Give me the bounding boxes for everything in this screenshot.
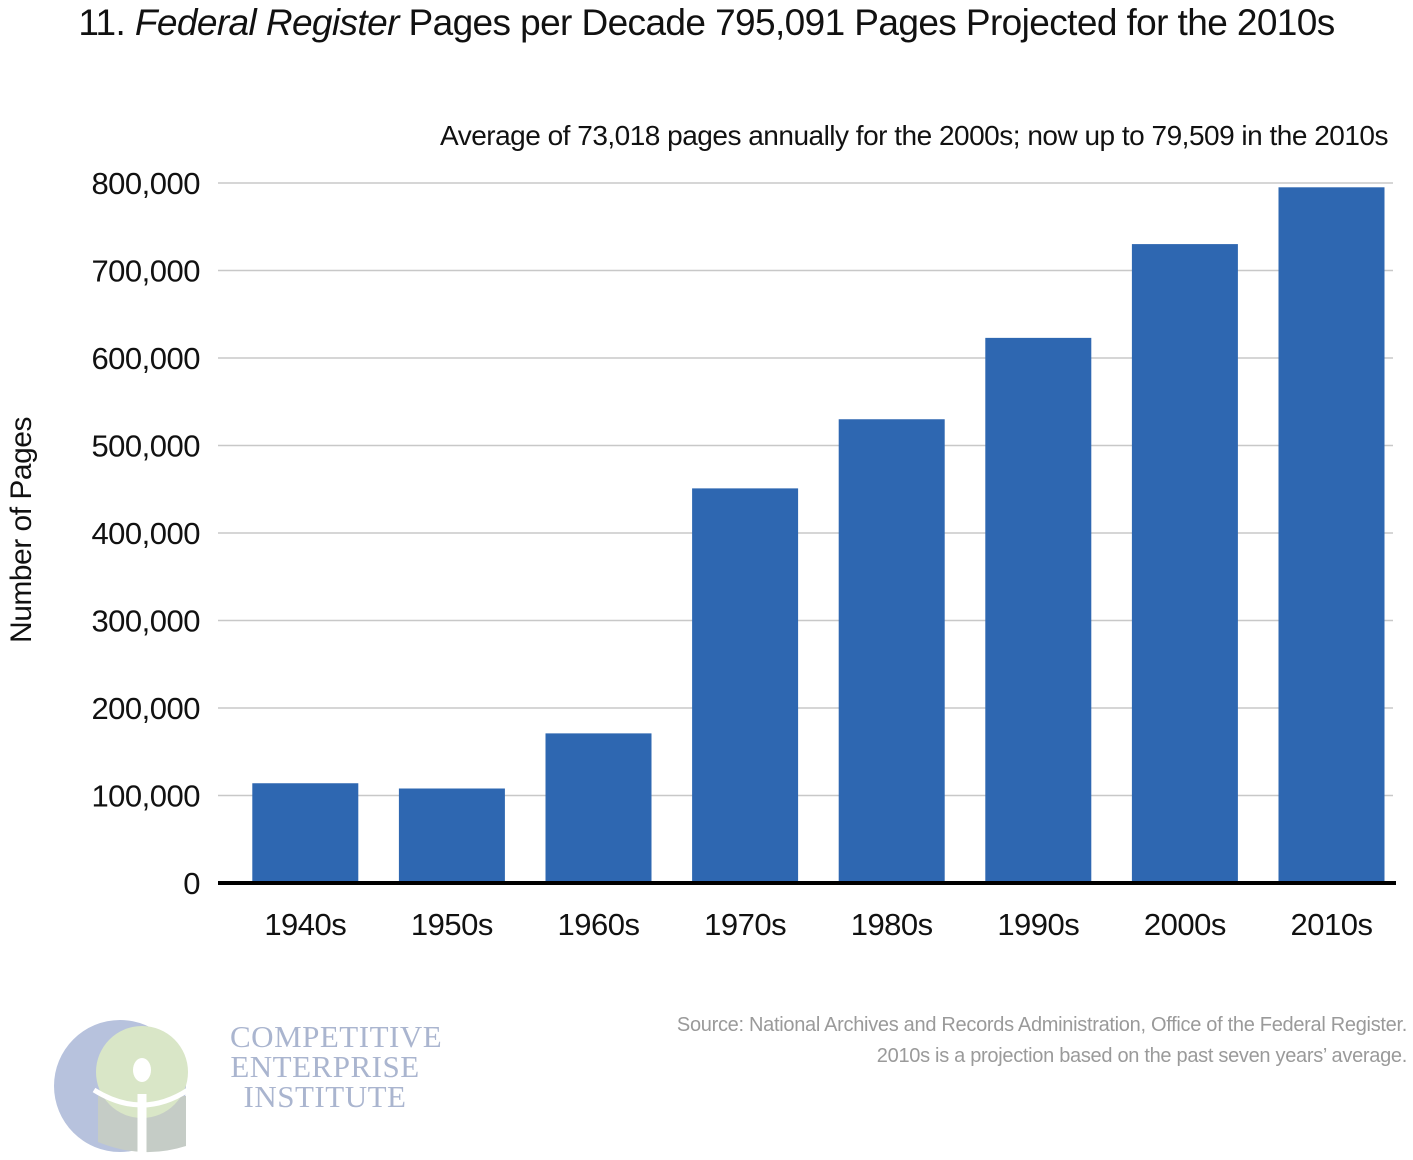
x-tick-label: 1990s <box>997 907 1079 942</box>
logo-line-3: INSTITUTE <box>243 1079 407 1114</box>
x-tick-label: 1970s <box>704 907 786 942</box>
source-line-1: Source: National Archives and Records Ad… <box>676 1014 1407 1036</box>
bar-2000s <box>1131 244 1238 883</box>
cei-logo: COMPETITIVE ENTERPRISE INSTITUTE <box>54 1020 442 1155</box>
logo-line-1: COMPETITIVE <box>230 1019 443 1054</box>
y-tick-label: 400,000 <box>91 516 200 551</box>
y-tick-labels: 0 100,000 200,000 300,000 400,000 500,000 600,… <box>91 166 200 901</box>
bar-1970s <box>692 488 799 883</box>
bar-1980s <box>838 419 945 883</box>
bar-1940s <box>252 783 359 883</box>
chart-title-italic: Federal Register <box>134 2 400 43</box>
chart-title-suffix: Pages per Decade 795,091 Pages Projected… <box>398 2 1336 43</box>
source-note: Source: National Archives and Records Ad… <box>677 1010 1407 1072</box>
y-tick-label: 600,000 <box>91 341 200 376</box>
y-tick-label: 500,000 <box>91 429 200 464</box>
x-tick-label: 1940s <box>264 907 346 942</box>
y-tick-label: 100,000 <box>91 779 200 814</box>
y-tick-label: 700,000 <box>91 254 200 289</box>
y-tick-label: 800,000 <box>91 166 200 201</box>
bar-chart: 0 100,000 200,000 300,000 400,000 500,000 600,… <box>91 166 1396 942</box>
bar-1960s <box>545 733 652 883</box>
x-tick-label: 2010s <box>1291 907 1373 942</box>
x-tick-label: 1950s <box>411 907 493 942</box>
bars <box>252 187 1385 883</box>
source-line-2: 2010s is a projection based on the past … <box>876 1045 1408 1067</box>
y-tick-label: 200,000 <box>91 691 200 726</box>
chart-subtitle: Average of 73,018 pages annually for the… <box>440 120 1388 151</box>
x-tick-label: 1960s <box>558 907 640 942</box>
bar-1990s <box>985 337 1092 883</box>
x-tick-label: 2000s <box>1144 907 1226 942</box>
x-tick-label: 1980s <box>851 907 933 942</box>
x-tick-labels: 1940s 1950s 1960s 1970s 1980s 1990s 2000s 2010s <box>264 907 1373 942</box>
bar-2010s <box>1278 187 1385 883</box>
chart-title-prefix: 11. <box>78 2 135 43</box>
bar-1950s <box>398 788 505 883</box>
logo-line-2: ENTERPRISE <box>230 1049 420 1084</box>
logo-wordmark: COMPETITIVE ENTERPRISE INSTITUTE <box>230 1019 443 1114</box>
y-tick-label: 300,000 <box>91 604 200 639</box>
logo-white-head <box>133 1058 151 1082</box>
y-tick-label: 0 <box>183 866 200 901</box>
cei-logo-mark-icon <box>54 1020 190 1154</box>
chart-title: 11. Federal Register Pages per Decade 79… <box>0 2 1413 44</box>
